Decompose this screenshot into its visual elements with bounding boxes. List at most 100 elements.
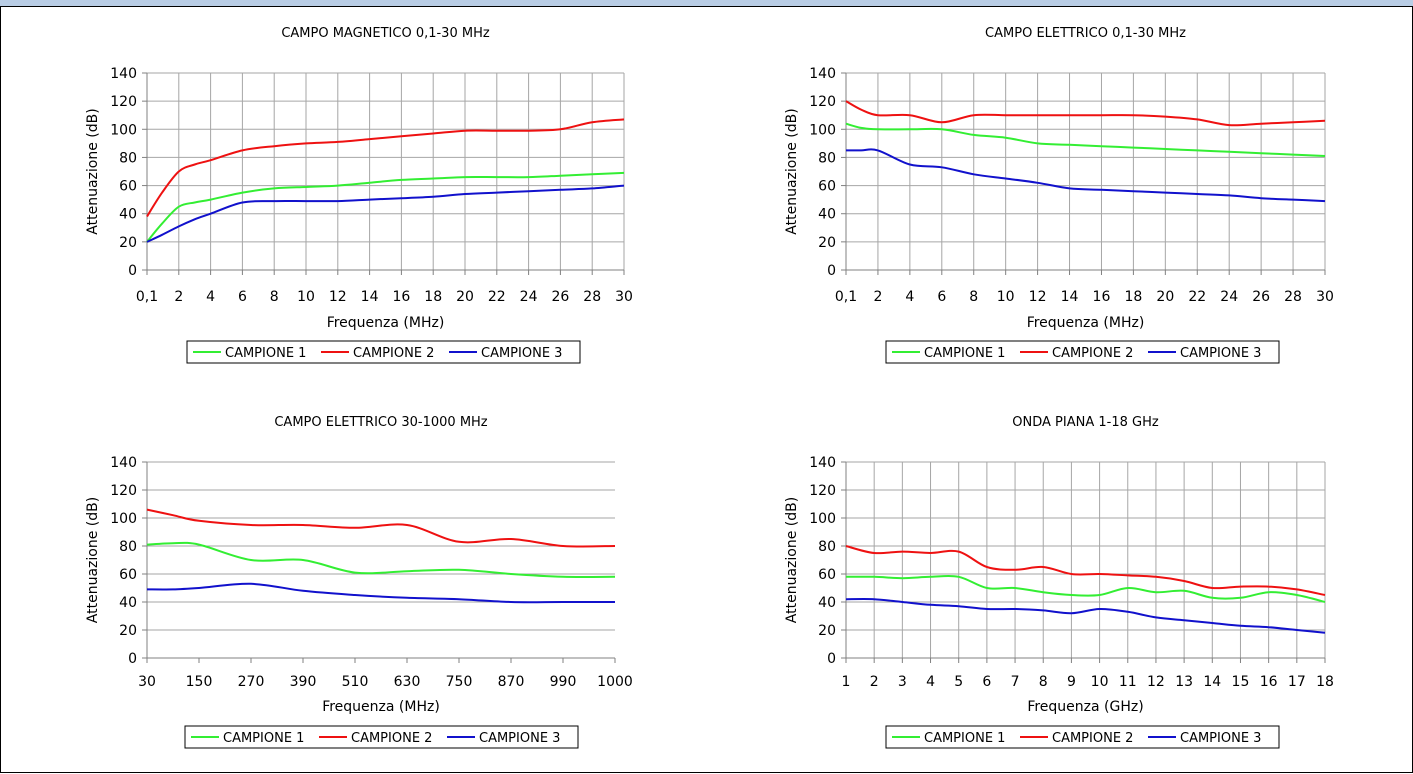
legend-label-1: CAMPIONE 1 — [924, 346, 1005, 361]
x-tick-label: 750 — [446, 674, 473, 690]
x-tick-label: 630 — [394, 674, 421, 690]
legend-box — [885, 340, 1280, 364]
series-line-1 — [146, 171, 625, 243]
y-tick-label: 0 — [827, 651, 836, 667]
legend-label-3: CAMPIONE 3 — [481, 346, 562, 361]
chart-panel-1: CAMPO MAGNETICO 0,1-30 MHz 0 20 40 60 80 100 12… — [85, 26, 633, 364]
x-tick-label: 0,1 — [136, 289, 158, 305]
y-tick-label: 60 — [119, 567, 137, 583]
series-line-2 — [845, 100, 1326, 127]
legend-box — [184, 725, 579, 749]
series-line-1 — [146, 541, 616, 579]
x-tick-label: 2 — [870, 674, 879, 690]
x-tick-label: 14 — [361, 289, 379, 305]
y-tick-label: 60 — [818, 179, 836, 195]
x-tick-label: 11 — [1119, 674, 1137, 690]
x-tick-label: 24 — [1220, 289, 1238, 305]
x-tick-label: 28 — [1284, 289, 1302, 305]
x-tick-label: 0,1 — [835, 289, 857, 305]
x-tick-label: 8 — [1039, 674, 1048, 690]
legend: CAMPIONE 1 CAMPIONE 2 CAMPIONE 3 — [186, 340, 581, 364]
x-tick-label: 12 — [1147, 674, 1165, 690]
x-tick-label: 6 — [238, 289, 247, 305]
series-line-1 — [845, 574, 1326, 603]
x-tick-label: 10 — [297, 289, 315, 305]
legend-label-3: CAMPIONE 3 — [1180, 731, 1261, 746]
legend-label-1: CAMPIONE 1 — [223, 731, 304, 746]
series-line-2 — [146, 508, 616, 548]
series-line-3 — [845, 597, 1326, 634]
legend-label-2: CAMPIONE 2 — [1052, 731, 1133, 746]
chart-panel-3: CAMPO ELETTRICO 30-1000 MHz 0 20 40 60 80 100 1… — [85, 415, 633, 749]
legend: CAMPIONE 1 CAMPIONE 2 CAMPIONE 3 — [885, 340, 1280, 364]
x-tick-label: 22 — [1188, 289, 1206, 305]
x-tick-label: 14 — [1203, 674, 1221, 690]
x-tick-label: 13 — [1175, 674, 1193, 690]
x-tick-label: 2 — [174, 289, 183, 305]
y-tick-label: 40 — [119, 207, 137, 223]
x-tick-label: 1 — [842, 674, 851, 690]
y-axis-label: Attenuazione (dB) — [85, 108, 101, 234]
x-tick-label: 4 — [206, 289, 215, 305]
series-line-3 — [146, 582, 615, 604]
x-tick-label: 24 — [520, 289, 538, 305]
legend-label-1: CAMPIONE 1 — [924, 731, 1005, 746]
legend: CAMPIONE 1 CAMPIONE 2 CAMPIONE 3 — [184, 725, 579, 749]
series-line-3 — [845, 148, 1326, 203]
y-tick-label: 40 — [818, 595, 836, 611]
y-axis-label: Attenuazione (dB) — [85, 497, 101, 623]
x-tick-label: 6 — [982, 674, 991, 690]
legend-label-1: CAMPIONE 1 — [225, 346, 306, 361]
x-axis-label: Frequenza (MHz) — [327, 315, 445, 331]
y-tick-label: 0 — [827, 263, 836, 279]
x-tick-label: 14 — [1061, 289, 1079, 305]
x-tick-label: 16 — [1093, 289, 1111, 305]
top-band — [0, 0, 1413, 7]
x-tick-label: 16 — [392, 289, 410, 305]
x-tick-label: 18 — [1124, 289, 1142, 305]
x-tick-label: 150 — [186, 674, 213, 690]
x-tick-label: 7 — [1011, 674, 1020, 690]
chart-title: CAMPO ELETTRICO 0,1-30 MHz — [985, 26, 1186, 41]
x-tick-label: 28 — [583, 289, 601, 305]
y-tick-label: 120 — [110, 483, 137, 499]
x-tick-label: 10 — [1091, 674, 1109, 690]
series-line-3 — [146, 184, 625, 243]
legend-label-3: CAMPIONE 3 — [1180, 346, 1261, 361]
legend-label-2: CAMPIONE 2 — [351, 731, 432, 746]
x-tick-label: 4 — [926, 674, 935, 690]
x-tick-label: 17 — [1288, 674, 1306, 690]
y-axis-label: Attenuazione (dB) — [784, 108, 800, 234]
legend-label-3: CAMPIONE 3 — [479, 731, 560, 746]
y-tick-label: 80 — [818, 539, 836, 555]
x-axis-label: Frequenza (MHz) — [322, 699, 440, 715]
x-tick-label: 6 — [937, 289, 946, 305]
y-tick-label: 40 — [818, 207, 836, 223]
y-tick-label: 100 — [110, 511, 137, 527]
x-tick-label: 870 — [498, 674, 525, 690]
x-tick-label: 510 — [342, 674, 369, 690]
y-tick-label: 100 — [110, 122, 137, 138]
legend-label-2: CAMPIONE 2 — [1052, 346, 1133, 361]
x-tick-label: 390 — [290, 674, 317, 690]
y-axis-label: Attenuazione (dB) — [784, 497, 800, 623]
y-tick-label: 120 — [809, 94, 836, 110]
legend: CAMPIONE 1 CAMPIONE 2 CAMPIONE 3 — [885, 725, 1280, 749]
y-tick-label: 140 — [809, 66, 836, 82]
x-tick-label: 5 — [954, 674, 963, 690]
y-tick-label: 120 — [809, 483, 836, 499]
legend-box — [186, 340, 581, 364]
x-tick-label: 10 — [997, 289, 1015, 305]
x-tick-label: 20 — [456, 289, 474, 305]
x-tick-label: 30 — [615, 289, 633, 305]
x-tick-label: 22 — [488, 289, 506, 305]
x-tick-label: 4 — [905, 289, 914, 305]
x-tick-label: 12 — [329, 289, 347, 305]
y-tick-label: 80 — [818, 150, 836, 166]
y-tick-label: 0 — [128, 651, 137, 667]
series-line-1 — [845, 122, 1326, 157]
y-tick-label: 20 — [119, 623, 137, 639]
y-tick-label: 100 — [809, 511, 836, 527]
